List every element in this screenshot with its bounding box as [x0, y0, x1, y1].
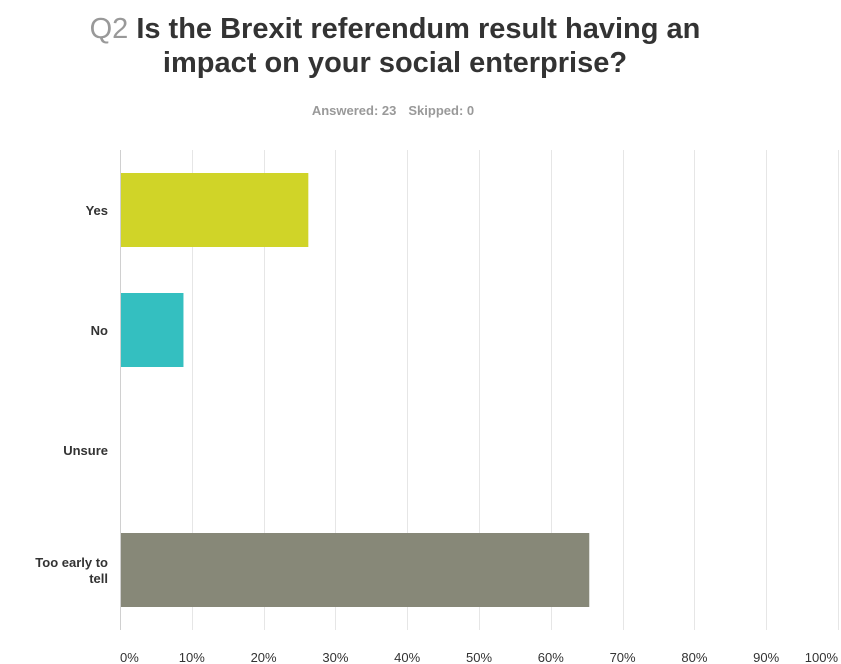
x-tick-label: 10%	[179, 650, 205, 664]
x-tick-label: 0%	[120, 650, 139, 664]
response-summary: Answered: 23 Skipped: 0	[0, 103, 786, 118]
title-line-1: Q2 Is the Brexit referendum result having…	[0, 12, 790, 46]
category-label: No	[91, 323, 108, 338]
x-tick-label: 100%	[805, 650, 839, 664]
answered-count: Answered: 23	[311, 103, 397, 118]
bar-too-early-to-tell	[121, 533, 590, 607]
x-tick-label: 50%	[466, 650, 492, 664]
question-number: Q2	[89, 13, 129, 45]
x-tick-label: 30%	[322, 650, 348, 664]
skipped-count: Skipped: 0	[408, 103, 475, 118]
bar-no	[121, 293, 184, 367]
chart-title: Q2 Is the Brexit referendum result having…	[0, 12, 790, 80]
x-tick-label: 90%	[753, 650, 779, 664]
question-text-line-1: Is the Brexit referendum result having a…	[136, 13, 701, 45]
bar-yes	[121, 173, 309, 247]
category-label: Yes	[86, 203, 108, 218]
category-label: Too early to tell	[35, 555, 108, 586]
x-tick-label: 80%	[681, 650, 707, 664]
category-label: Unsure	[63, 443, 108, 458]
x-tick-label: 70%	[610, 650, 636, 664]
x-tick-label: 20%	[251, 650, 277, 664]
title-line-2: impact on your social enterprise?	[162, 47, 628, 79]
x-tick-label: 60%	[538, 650, 564, 664]
x-tick-label: 40%	[394, 650, 420, 664]
